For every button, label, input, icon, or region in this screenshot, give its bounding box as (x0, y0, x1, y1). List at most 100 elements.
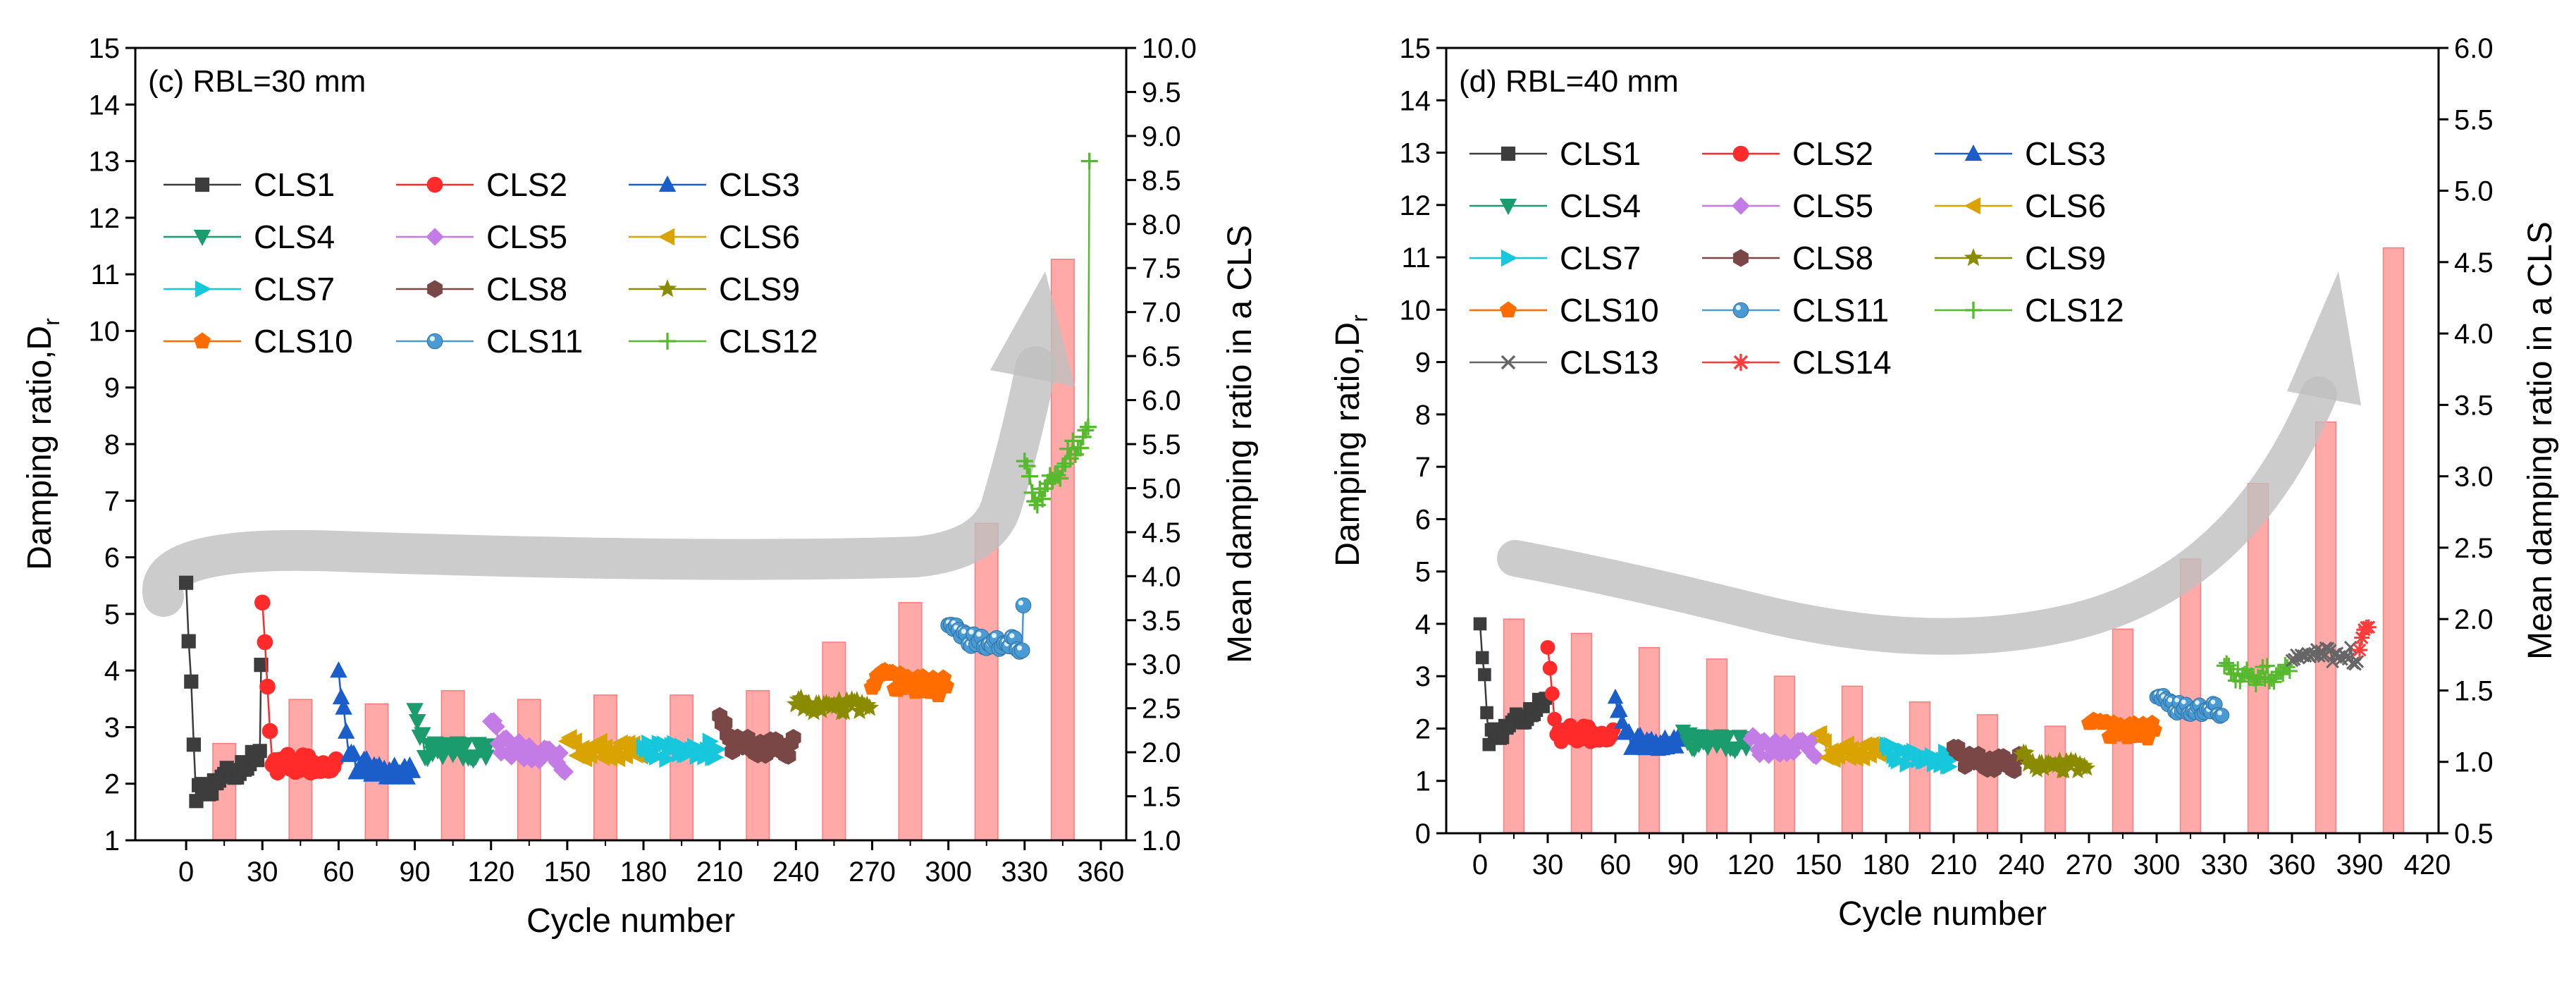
legend-marker-cls5 (426, 228, 443, 245)
y2-tick-label: 6.5 (1142, 341, 1181, 372)
y-tick-label: 5 (104, 599, 120, 630)
y2-tick-label: 3.0 (1142, 649, 1181, 680)
y-tick-label: 11 (1401, 243, 1431, 274)
legend-label-cls11: CLS11 (1792, 292, 1889, 329)
series-point-cls11-highlight (1017, 645, 1022, 650)
y2-tick-label: 0.5 (2454, 818, 2494, 849)
legend-label-cls12: CLS12 (719, 323, 818, 360)
x-tick-label: 330 (1001, 857, 1048, 888)
series-point-cls1 (253, 744, 266, 758)
x-tick-label: 120 (467, 857, 514, 888)
series-point-cls1 (1479, 668, 1491, 681)
y2-tick-label: 4.5 (1142, 517, 1181, 548)
x-tick-label: 330 (2201, 849, 2248, 880)
mean-bar (899, 603, 921, 840)
x-tick-label: 150 (543, 857, 591, 888)
legend-marker-cls6 (659, 229, 674, 245)
mean-bar (2384, 248, 2404, 833)
y-tick-label: 6 (104, 543, 120, 574)
x-tick-label: 420 (2404, 849, 2451, 880)
legend-label-cls12: CLS12 (2025, 292, 2124, 329)
y-tick-label: 2 (104, 769, 120, 800)
panel-title: (d) RBL=40 mm (1459, 64, 1679, 99)
x-tick-label: 210 (696, 857, 744, 888)
y2-axis-label: Mean damping ratio in a CLS (1221, 225, 1259, 663)
series-point-cls2 (257, 634, 273, 650)
y-tick-label: 0 (1415, 818, 1431, 849)
series-point-cls11 (2215, 708, 2229, 723)
legend-marker-cls8 (1734, 250, 1749, 266)
series-point-cls14 (2361, 620, 2377, 635)
y-tick-label: 8 (104, 429, 120, 460)
y2-tick-label: 4.5 (2454, 247, 2494, 278)
series-point-cls1 (187, 738, 200, 751)
x-tick-label: 150 (1795, 849, 1842, 880)
series-point-cls2 (328, 751, 344, 767)
legend-marker-cls7 (195, 281, 211, 297)
series-point-cls2 (1543, 661, 1557, 675)
mean-bar (822, 642, 845, 840)
series-point-cls11-highlight (992, 633, 997, 638)
legend-marker-cls11-highlight (430, 336, 435, 341)
y-tick-label: 1 (104, 826, 120, 857)
series-point-cls2 (254, 595, 270, 610)
x-tick-label: 300 (2133, 849, 2181, 880)
series-point-cls11-highlight (2168, 697, 2173, 702)
x-tick-label: 60 (1600, 849, 1632, 880)
y-tick-label: 12 (1400, 190, 1431, 221)
x-tick-label: 120 (1727, 849, 1775, 880)
x-axis-label: Cycle number (526, 902, 735, 940)
series-point-cls12 (1081, 153, 1098, 170)
legend-marker-cls12 (1965, 302, 1982, 319)
x-tick-label: 30 (1532, 849, 1564, 880)
legend-marker-cls11 (1733, 302, 1749, 318)
y2-tick-label: 2.0 (2454, 604, 2494, 635)
mean-bar (2316, 422, 2336, 833)
chart-panel-c: 0 30 60 90 120 150 180 210 240 270 300 330 360123456… (21, 33, 1259, 940)
y-tick-label: 6 (1415, 504, 1431, 535)
x-tick-label: 300 (925, 857, 972, 888)
legend-label-cls7: CLS7 (254, 271, 335, 307)
y2-tick-label: 5.0 (1142, 473, 1181, 504)
legend-label-cls6: CLS6 (2025, 188, 2106, 224)
y-axis-label: Damping ratio,Dr (1329, 314, 1372, 567)
y-tick-label: 8 (1415, 400, 1431, 431)
y2-tick-label: 4.0 (2454, 319, 2494, 350)
y-tick-label: 13 (89, 147, 121, 178)
y-tick-label: 9 (1415, 348, 1431, 379)
x-tick-label: 360 (2269, 849, 2316, 880)
y-tick-label: 15 (1400, 33, 1431, 64)
series-point-cls2 (260, 679, 276, 694)
series-point-cls1 (1474, 618, 1486, 630)
y2-tick-label: 6.0 (1142, 386, 1181, 417)
y2-tick-label: 2.5 (1142, 694, 1181, 725)
series-point-cls11-highlight (2195, 700, 2200, 705)
y-axis-label: Damping ratio,Dr (21, 318, 64, 570)
series-point-cls11-highlight (961, 629, 966, 634)
x-tick-label: 180 (620, 857, 667, 888)
legend-label-cls2: CLS2 (486, 166, 567, 203)
legend-marker-cls7 (1501, 250, 1517, 266)
series-point-cls3 (333, 689, 350, 704)
series-point-cls1 (182, 634, 195, 648)
y-axis-label-main: Damping ratio,D (1329, 322, 1367, 567)
legend-label-cls9: CLS9 (719, 271, 800, 307)
legend-marker-cls1 (1501, 147, 1515, 160)
x-tick-label: 240 (772, 857, 820, 888)
series-point-cls1 (1476, 651, 1489, 664)
y-tick-label: 13 (1400, 138, 1431, 169)
series-point-cls11-highlight (2181, 699, 2186, 704)
series-point-cls1 (185, 675, 198, 688)
y2-tick-label: 7.0 (1142, 297, 1181, 329)
y-tick-label: 12 (89, 203, 121, 234)
series-point-cls2 (1546, 687, 1560, 701)
legend-label-cls3: CLS3 (719, 166, 800, 203)
y2-tick-label: 5.5 (1142, 429, 1181, 460)
series-point-cls14 (2352, 642, 2367, 658)
x-tick-label: 180 (1863, 849, 1910, 880)
legend-marker-cls2 (1733, 146, 1749, 161)
y2-tick-label: 3.0 (2454, 462, 2494, 493)
y2-tick-label: 2.0 (1142, 737, 1181, 768)
legend: CLS1 CLS2 CLS3 CLS4 CLS5 CLS6 CLS7 CLS8 CLS9 CLS1… (1469, 135, 2124, 381)
series-point-cls2 (262, 723, 278, 739)
